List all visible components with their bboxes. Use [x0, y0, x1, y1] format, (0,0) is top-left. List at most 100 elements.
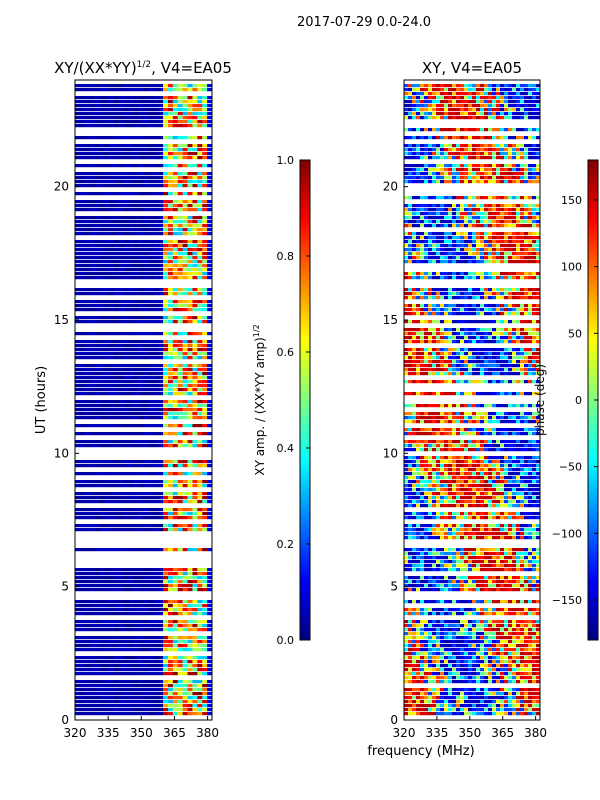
heatmap-cell — [163, 120, 169, 124]
heatmap-cell — [153, 500, 159, 504]
heatmap-cell — [99, 576, 105, 580]
heatmap-cell — [432, 704, 437, 708]
heatmap-cell — [153, 408, 159, 412]
heatmap-cell — [488, 504, 493, 508]
heatmap-cell — [153, 712, 159, 716]
heatmap-cell — [524, 548, 529, 552]
heatmap-cell — [114, 424, 120, 428]
heatmap-cell — [138, 316, 144, 320]
heatmap-cell — [520, 588, 525, 592]
heatmap-cell — [89, 216, 95, 220]
heatmap-cell — [148, 408, 154, 412]
heatmap-cell — [138, 500, 144, 504]
heatmap-cell — [488, 632, 493, 636]
heatmap-cell — [460, 672, 465, 676]
heatmap-cell — [508, 500, 513, 504]
heatmap-cell — [468, 632, 473, 636]
heatmap-cell — [172, 252, 179, 256]
heatmap-cell — [456, 504, 461, 508]
heatmap-cell — [536, 652, 541, 656]
heatmap-cell — [143, 492, 149, 496]
heatmap-cell — [172, 704, 179, 708]
heatmap-cell — [158, 612, 164, 616]
heatmap-cell — [138, 112, 144, 116]
heatmap-cell — [133, 612, 139, 616]
heatmap-cell — [448, 600, 453, 604]
heatmap-cell — [528, 652, 533, 656]
heatmap-cell — [109, 184, 115, 188]
heatmap-cell — [468, 704, 473, 708]
heatmap-cell — [207, 492, 213, 496]
heatmap-cell — [172, 680, 179, 684]
heatmap-cell — [436, 476, 441, 480]
heatmap-cell — [99, 424, 105, 428]
heatmap-cell — [207, 392, 213, 396]
heatmap-cell — [460, 708, 465, 712]
heatmap-cell — [182, 512, 188, 516]
heatmap-cell — [448, 504, 453, 508]
heatmap-cell — [148, 228, 154, 232]
heatmap-cell — [167, 152, 174, 156]
heatmap-cell — [163, 624, 169, 628]
heatmap-cell — [496, 528, 501, 532]
heatmap-cell — [492, 700, 497, 704]
heatmap-cell — [163, 600, 169, 604]
heatmap-cell — [436, 480, 441, 484]
heatmap-cell — [177, 220, 183, 224]
heatmap-cell — [452, 692, 457, 696]
heatmap-cell — [148, 256, 154, 260]
heatmap-cell — [128, 244, 135, 248]
heatmap-cell — [424, 672, 429, 676]
heatmap-cell — [464, 580, 469, 584]
heatmap-cell — [524, 624, 529, 628]
heatmap-cell — [75, 116, 81, 120]
heatmap-cell — [524, 644, 529, 648]
heatmap-cell — [197, 696, 203, 700]
heatmap-cell — [84, 348, 90, 352]
heatmap-cell — [84, 376, 90, 380]
heatmap-cell — [536, 620, 541, 624]
heatmap-cell — [520, 688, 525, 692]
heatmap-cell — [75, 176, 81, 180]
heatmap-cell — [524, 524, 529, 528]
heatmap-cell — [472, 476, 477, 480]
heatmap-cell — [452, 700, 457, 704]
heatmap-cell — [119, 356, 125, 360]
heatmap-cell — [89, 364, 95, 368]
heatmap-cell — [114, 364, 120, 368]
heatmap-cell — [75, 708, 81, 712]
heatmap-cell — [476, 472, 481, 476]
heatmap-cell — [412, 656, 417, 660]
heatmap-cell — [476, 528, 481, 532]
heatmap-cell — [536, 532, 541, 536]
heatmap-cell — [412, 700, 417, 704]
heatmap-cell — [192, 156, 198, 160]
heatmap-cell — [133, 608, 139, 612]
heatmap-cell — [202, 176, 208, 180]
heatmap-cell — [148, 440, 154, 444]
heatmap-cell — [532, 712, 537, 716]
heatmap-cell — [163, 704, 169, 708]
heatmap-cell — [182, 228, 188, 232]
heatmap-cell — [468, 672, 473, 676]
heatmap-cell — [177, 116, 183, 120]
heatmap-cell — [138, 392, 144, 396]
heatmap-cell — [153, 264, 159, 268]
heatmap-cell — [202, 576, 208, 580]
heatmap-cell — [464, 624, 469, 628]
heatmap-cell — [424, 472, 429, 476]
heatmap-cell — [177, 512, 183, 516]
heatmap-cell — [187, 332, 193, 336]
heatmap-cell — [456, 588, 461, 592]
heatmap-cell — [496, 660, 501, 664]
heatmap-cell — [84, 100, 90, 104]
heatmap-cell — [452, 652, 457, 656]
heatmap-cell — [416, 584, 421, 588]
heatmap-cell — [167, 228, 174, 232]
heatmap-cell — [167, 344, 174, 348]
heatmap-cell — [496, 688, 501, 692]
heatmap-cell — [508, 692, 513, 696]
heatmap-cell — [182, 356, 188, 360]
heatmap-cell — [207, 332, 213, 336]
heatmap-cell — [114, 216, 120, 220]
